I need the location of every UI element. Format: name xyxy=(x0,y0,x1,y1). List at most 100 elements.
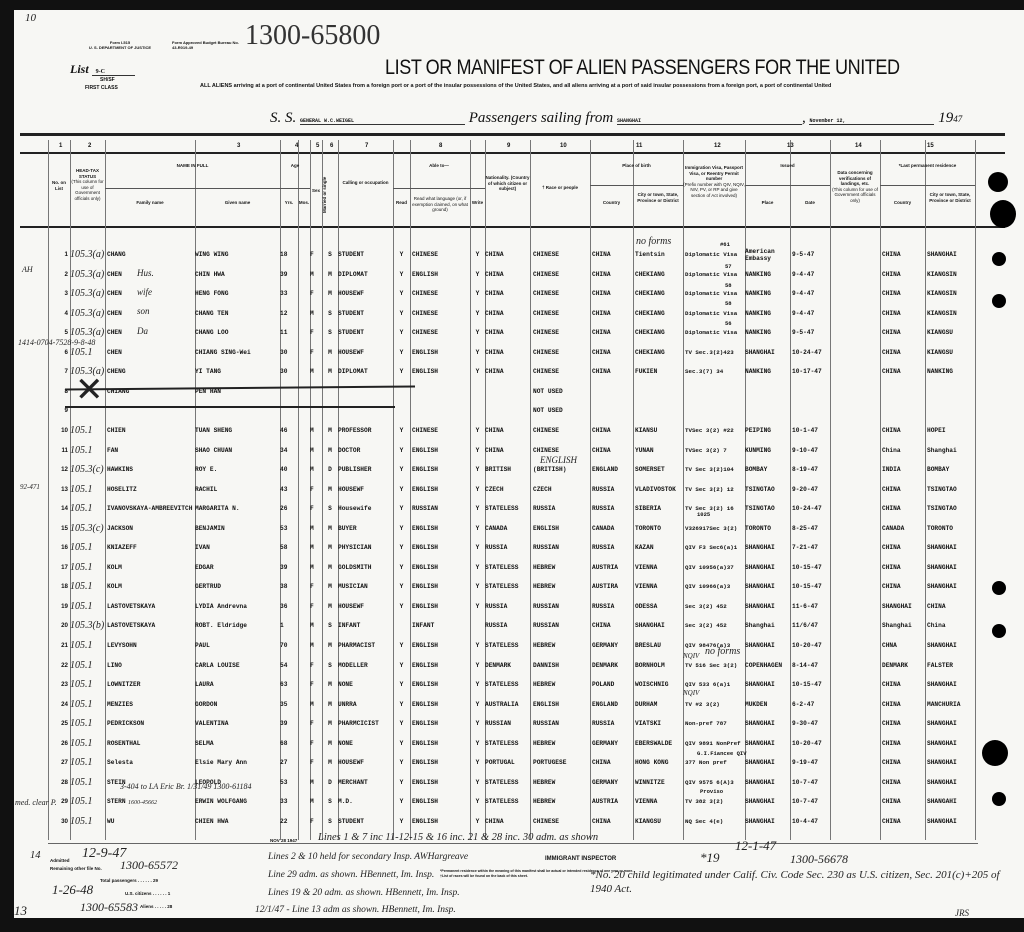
issue-place: SHANGHAI xyxy=(745,544,775,552)
age-years: 46 xyxy=(280,426,288,434)
nationality: CHINA xyxy=(485,348,504,356)
residence-country: DENMARK xyxy=(882,661,908,669)
given-name: GERTRUD xyxy=(195,583,221,591)
visa-number: Sec 3(2) 452 xyxy=(685,602,727,610)
column-rule xyxy=(530,140,531,840)
header-res-country: Country xyxy=(893,200,912,205)
issue-date: 10-1-47 xyxy=(792,426,818,434)
nationality: CHINA xyxy=(485,251,504,258)
issue-date: 10-4-47 xyxy=(792,817,818,825)
residence-city: NANKING xyxy=(927,368,953,376)
page-title: LIST OR MANIFEST OF ALIEN PASSENGERS FOR… xyxy=(385,56,900,79)
can-write: Y xyxy=(475,681,480,689)
given-name: TUAN SHENG xyxy=(195,426,233,434)
language: ENGLISH xyxy=(412,739,438,747)
table-row: 21 105.1 LEVYSOHN PAUL 70 M M PHARMACIST Y ENGLIS… xyxy=(48,636,975,655)
visa-number: TVSec 3(2) 7 xyxy=(685,446,727,454)
column-rule xyxy=(280,140,281,840)
family-name: STEIN xyxy=(107,778,126,786)
column-rule xyxy=(410,140,411,840)
issue-place: American Embassy xyxy=(745,247,775,262)
birth-city: DURHAM xyxy=(635,700,658,708)
sh-sf: SH/SF xyxy=(100,77,115,83)
can-read: Y xyxy=(399,778,404,786)
birth-city: HONG KONG xyxy=(635,759,669,767)
occupation: STUDENT xyxy=(338,329,364,337)
column-rule xyxy=(322,140,323,840)
age-years: 53 xyxy=(280,524,288,532)
visa-number: Diplomatic Visa xyxy=(685,251,738,258)
marital-status: D xyxy=(328,778,332,786)
issue-date: 6-2-47 xyxy=(792,700,815,708)
language: ENGLISH xyxy=(412,681,438,689)
occupation: NONE xyxy=(338,739,353,747)
table-row: 11 105.1 FAN SHAO CHUAN 34 M M DOCTOR Y ENGLISH Y C… xyxy=(48,441,975,460)
language: ENGLISH xyxy=(412,602,438,610)
issue-date: 10-15-47 xyxy=(792,681,822,689)
visa-number: QIV 533 6(a)1 xyxy=(685,681,731,689)
head-tax-status: 105.1 xyxy=(70,815,93,827)
header-race: † Race or people xyxy=(541,185,578,190)
race: CZECH xyxy=(533,485,552,493)
header-rule xyxy=(590,185,683,186)
issue-date: 10-20-47 xyxy=(792,739,822,747)
annotation: 58 xyxy=(725,282,732,289)
birth-country: RUSSIA xyxy=(592,720,615,728)
annotation: 3-404 to LA Eric Br. 1/31/49 1300-61184 xyxy=(120,782,252,791)
issue-date: 9-5-47 xyxy=(792,329,815,337)
column-number: 2 xyxy=(88,143,92,149)
can-read: Y xyxy=(399,583,404,591)
given-name: HENG FONG xyxy=(195,290,229,298)
age-years: 30 xyxy=(280,348,288,356)
sex: M xyxy=(310,563,314,571)
race: CHINESE xyxy=(533,348,559,356)
sex: M xyxy=(310,642,314,649)
header-read: Read xyxy=(395,200,407,205)
marital-status: M xyxy=(328,700,332,708)
can-read: Y xyxy=(399,661,404,669)
table-row: 28 105.1 STEIN LEOPOLD 53 M D MERCHANT Y ENGLISH Y… xyxy=(48,773,975,792)
annotation: no forms xyxy=(636,236,672,247)
header-rule xyxy=(393,188,485,189)
footer-note: Line 29 adm. as shown. HBennett, Im. Ins… xyxy=(268,870,435,880)
birth-country: RUSSIA xyxy=(592,544,615,552)
language: CHINESE xyxy=(412,309,438,317)
head-tax-status: 105.1 xyxy=(70,698,93,710)
table-row: 19 105.1 LASTOVETSKAYA LYDIA Andrevna 36 F M HO… xyxy=(48,597,975,616)
residence-city: KIANGSIN xyxy=(927,270,957,278)
marital-status: M xyxy=(328,602,332,610)
given-name: VALENTINA xyxy=(195,720,229,728)
nationality: CHINA xyxy=(485,426,504,434)
can-write: Y xyxy=(475,778,480,786)
marital-status: M xyxy=(328,524,332,532)
can-write: Y xyxy=(475,348,480,356)
family-name: KOLM xyxy=(107,563,122,571)
column-rule xyxy=(745,140,746,840)
visa-number: TV Sec 3(2)104 xyxy=(685,466,734,474)
given-name: CARLA LOUISE xyxy=(195,661,240,669)
race: CHINESE xyxy=(533,426,559,434)
residence-country: CHINA xyxy=(882,348,901,356)
birth-city: KIANGSU xyxy=(635,817,661,825)
margin-mark: *19 xyxy=(700,850,720,865)
column-number: 5 xyxy=(316,143,320,149)
can-write: Y xyxy=(475,583,480,591)
table-row: 22 105.1 LINO CARLA LOUISE 54 F S MODELLER Y ENGL… xyxy=(48,656,975,675)
residence-country: CHNA xyxy=(882,642,897,649)
language: ENGLISH xyxy=(412,583,438,591)
can-read: Y xyxy=(399,466,404,474)
family-name: CHIANG xyxy=(107,387,130,395)
family-name: ROSENTHAL xyxy=(107,739,141,747)
header-language: Read what language (or, if exemption cla… xyxy=(412,196,468,212)
head-tax-status: 105.1 xyxy=(70,796,93,808)
can-read: Y xyxy=(399,348,404,356)
residence-city: KIANGSU xyxy=(927,348,953,356)
column-rule xyxy=(830,140,831,840)
given-name: WING WING xyxy=(195,251,229,258)
visa-number: TV 516 Sec 3(2) xyxy=(685,661,738,669)
residence-city: SHANGHAI xyxy=(927,544,957,552)
residence-country: CHINA xyxy=(882,290,901,298)
birth-city: WINNITZE xyxy=(635,778,665,786)
birth-city: VLADIVOSTOK xyxy=(635,485,676,493)
age-years: 1 xyxy=(280,622,284,630)
